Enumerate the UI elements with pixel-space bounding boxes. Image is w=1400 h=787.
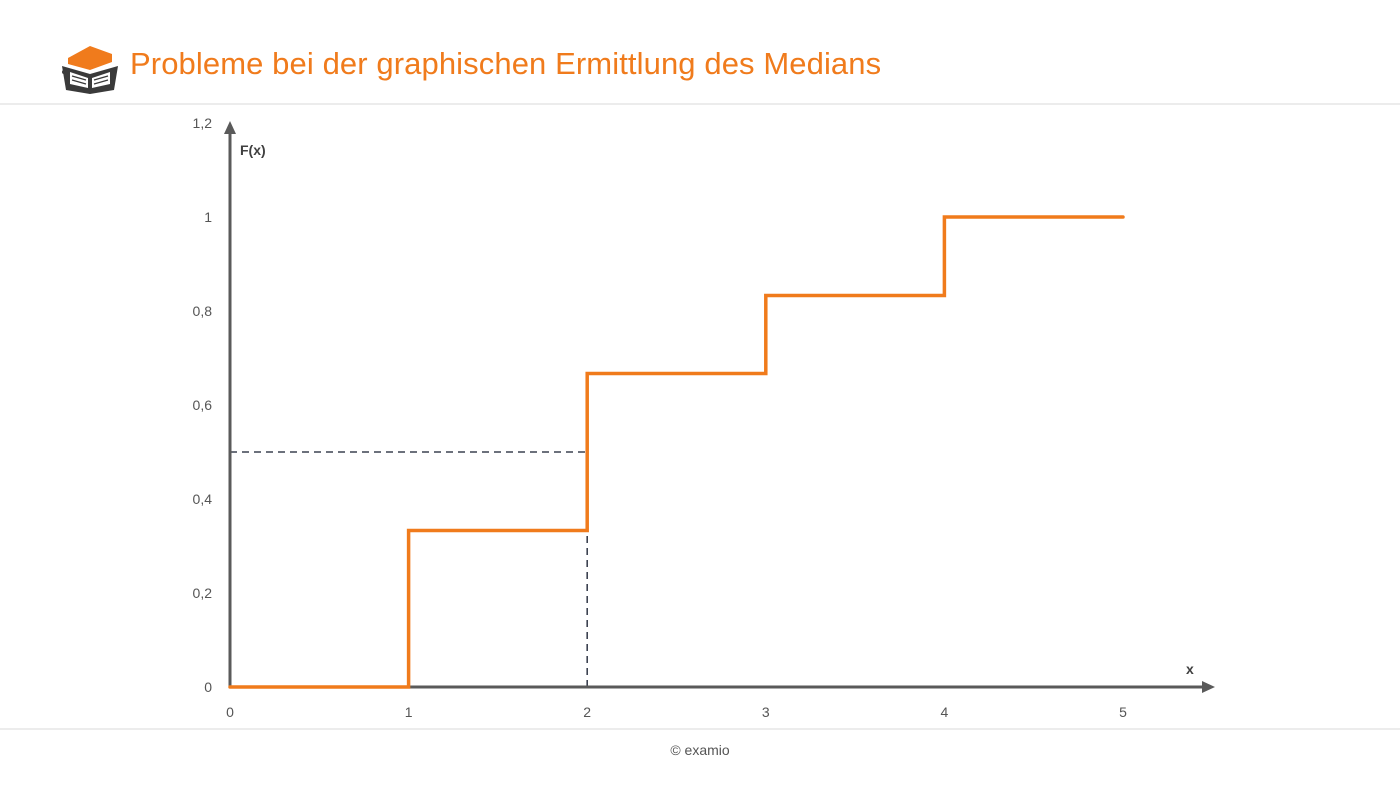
y-tick-label: 0,2 xyxy=(193,585,213,601)
copyright-text: © examio xyxy=(670,742,730,758)
y-tick-label: 0 xyxy=(204,679,212,695)
y-tick-label: 0,4 xyxy=(193,491,213,507)
x-tick-label: 4 xyxy=(941,704,949,720)
x-tick-label: 5 xyxy=(1119,704,1127,720)
tick-labels: 0 1 2 3 4 5 0 0,2 0,4 0,6 0,8 1 1,2 xyxy=(193,115,1128,720)
y-tick-label: 1,2 xyxy=(193,115,213,131)
x-tick-label: 1 xyxy=(405,704,413,720)
slide-header: Probleme bei der graphischen Ermittlung … xyxy=(0,0,1400,104)
y-tick-label: 0,8 xyxy=(193,303,213,319)
y-tick-label: 0,6 xyxy=(193,397,213,413)
cdf-step-line xyxy=(228,215,1125,689)
footer-divider xyxy=(0,728,1400,730)
x-tick-label: 0 xyxy=(226,704,234,720)
x-axis-arrow xyxy=(1202,681,1215,693)
header-divider xyxy=(0,103,1400,105)
graduation-cap-book-icon xyxy=(62,46,118,94)
x-axis-label: x xyxy=(1186,661,1194,677)
page-title: Probleme bei der graphischen Ermittlung … xyxy=(130,46,882,81)
x-tick-label: 2 xyxy=(583,704,591,720)
y-axis-arrow xyxy=(224,121,236,134)
y-axis-label: F(x) xyxy=(240,142,266,158)
cdf-series xyxy=(228,215,1125,689)
y-tick-label: 1 xyxy=(204,209,212,225)
axes xyxy=(224,121,1215,693)
x-tick-label: 3 xyxy=(762,704,770,720)
